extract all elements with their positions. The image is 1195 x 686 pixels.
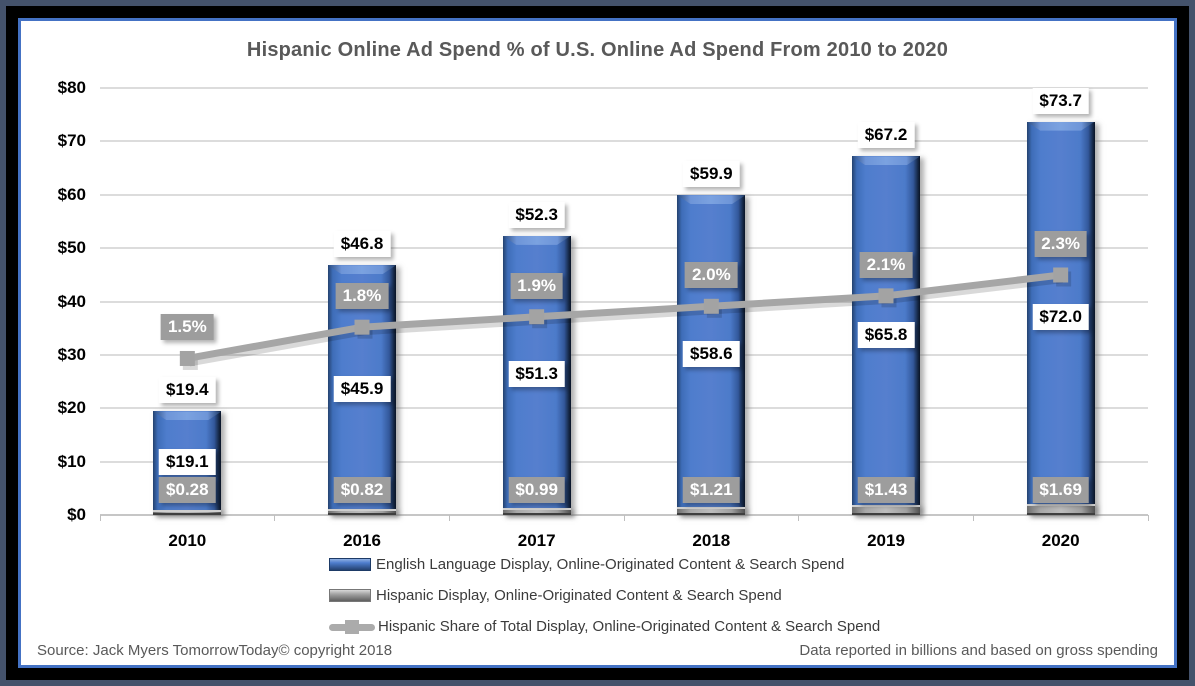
hispanic-spend-bar <box>852 505 920 515</box>
english-data-label: $19.1 <box>159 449 216 476</box>
hispanic-data-label: $1.21 <box>683 477 740 503</box>
hispanic-spend-bar <box>1026 503 1095 515</box>
hispanic-data-label: $0.28 <box>159 477 216 503</box>
blue-bar-swatch-icon <box>329 558 371 571</box>
legend-label: Hispanic Share of Total Display, Online-… <box>378 618 881 635</box>
x-axis-label: 2018 <box>692 531 731 550</box>
x-axis-label: 2010 <box>168 531 207 550</box>
hispanic-spend-bar <box>677 506 746 515</box>
legend: English Language Display, Online-Origina… <box>329 549 880 642</box>
y-axis-label: $40 <box>57 291 86 311</box>
gridline <box>100 87 1148 89</box>
line-marker-swatch-icon <box>329 616 375 638</box>
x-axis-label: 2020 <box>1041 531 1080 550</box>
hispanic-data-label: $1.69 <box>1032 477 1089 503</box>
hispanic-data-label: $0.99 <box>508 477 565 503</box>
line-marker <box>878 288 894 304</box>
english-data-label: $72.0 <box>1032 304 1089 331</box>
gridline <box>100 407 1148 410</box>
x-axis-label: 2019 <box>867 531 905 550</box>
chart-title: Hispanic Online Ad Spend % of U.S. Onlin… <box>246 39 949 61</box>
share-data-label: 2.0% <box>684 262 738 289</box>
gridline <box>100 140 1148 143</box>
share-data-label: 2.3% <box>1034 230 1088 257</box>
english-data-label: $65.8 <box>857 321 915 348</box>
axis-tick <box>448 515 450 521</box>
y-axis-label: $0 <box>67 505 86 524</box>
hispanic-spend-bar <box>328 508 396 515</box>
legend-item-hispanic-share: Hispanic Share of Total Display, Online-… <box>329 611 880 642</box>
english-data-label: $51.3 <box>508 361 565 388</box>
source-credit: Source: Jack Myers TomorrowToday© copyri… <box>37 642 393 659</box>
gridline <box>100 460 1148 463</box>
line-marker <box>1053 267 1069 283</box>
legend-item-hispanic-spend: Hispanic Display, Online-Originated Cont… <box>329 580 880 611</box>
gridline <box>100 300 1148 303</box>
total-data-label: $46.8 <box>333 231 391 258</box>
axis-tick <box>798 515 800 521</box>
data-note: Data reported in billions and based on g… <box>799 642 1158 659</box>
english-data-label: $58.6 <box>683 341 740 368</box>
y-axis-label: $50 <box>57 238 86 258</box>
legend-label: Hispanic Display, Online-Originated Cont… <box>376 587 782 604</box>
hispanic-data-label: $1.43 <box>857 477 915 503</box>
axis-tick <box>274 515 276 521</box>
gridline <box>100 353 1148 356</box>
axis-tick <box>99 515 101 521</box>
total-data-label: $19.4 <box>159 377 216 404</box>
axis-tick <box>1147 515 1149 521</box>
line-marker <box>529 309 545 325</box>
hispanic-data-label: $0.82 <box>333 477 391 503</box>
total-data-label: $73.7 <box>1032 87 1089 114</box>
legend-item-english-spend: English Language Display, Online-Origina… <box>329 549 880 580</box>
gray-bar-swatch-icon <box>329 589 371 602</box>
y-axis-label: $20 <box>57 398 86 418</box>
legend-label: English Language Display, Online-Origina… <box>376 556 845 573</box>
y-axis-label: $30 <box>57 344 86 364</box>
y-axis-label: $80 <box>57 78 86 97</box>
line-marker <box>703 298 719 314</box>
y-axis-label: $70 <box>57 131 86 151</box>
gridline <box>100 247 1148 250</box>
y-axis-label: $10 <box>57 451 86 471</box>
share-data-label: 1.5% <box>160 314 214 341</box>
line-marker <box>179 350 195 366</box>
total-data-label: $59.9 <box>683 161 740 188</box>
x-axis-label: 2017 <box>517 531 556 550</box>
line-marker <box>354 319 370 335</box>
total-data-label: $52.3 <box>508 201 565 228</box>
english-data-label: $45.9 <box>333 376 391 403</box>
chart-card: Hispanic Online Ad Spend % of U.S. Onlin… <box>18 18 1177 668</box>
hispanic-spend-bar <box>502 507 571 515</box>
total-data-label: $67.2 <box>857 122 915 149</box>
share-data-label: 1.8% <box>335 283 389 310</box>
share-line-series <box>179 267 1072 370</box>
plot-area: $0 $10 $20 $30 $40 $50 $60 $70 $80 2010 $19.4 $19.1… <box>58 78 1149 550</box>
y-axis-label: $60 <box>57 184 86 204</box>
axis-tick <box>972 515 974 521</box>
footer: Source: Jack Myers TomorrowToday© copyri… <box>37 642 1158 659</box>
share-data-label: 2.1% <box>859 251 913 278</box>
gridline <box>100 193 1148 196</box>
x-axis-label: 2016 <box>343 531 381 550</box>
share-data-label: 1.9% <box>510 272 564 299</box>
axis-tick <box>623 515 625 521</box>
hispanic-spend-bar <box>153 510 222 515</box>
